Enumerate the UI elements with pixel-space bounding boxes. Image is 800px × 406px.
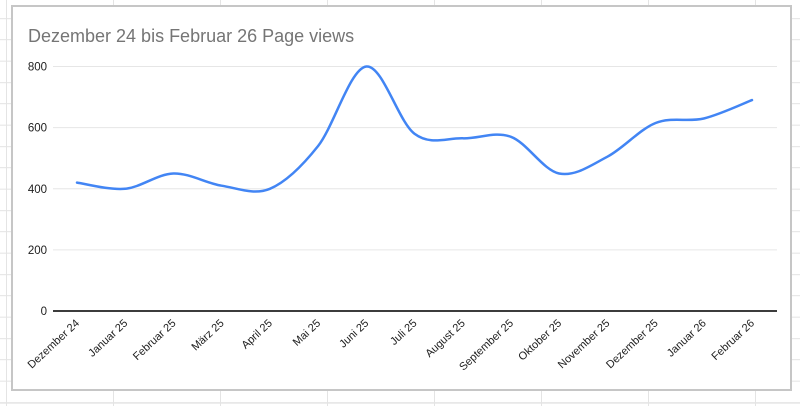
chart-card[interactable]: Dezember 24 bis Februar 26 Page views: [11, 5, 792, 391]
chart-title: Dezember 24 bis Februar 26 Page views: [28, 26, 355, 46]
